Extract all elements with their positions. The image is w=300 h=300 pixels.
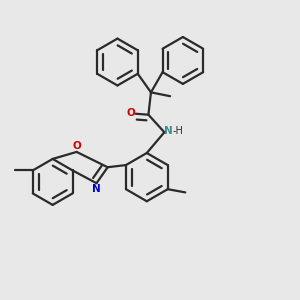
Text: O: O	[73, 141, 82, 151]
Text: O: O	[127, 108, 136, 118]
Text: N: N	[92, 184, 101, 194]
Text: N: N	[164, 126, 173, 136]
Text: -H: -H	[172, 126, 183, 136]
